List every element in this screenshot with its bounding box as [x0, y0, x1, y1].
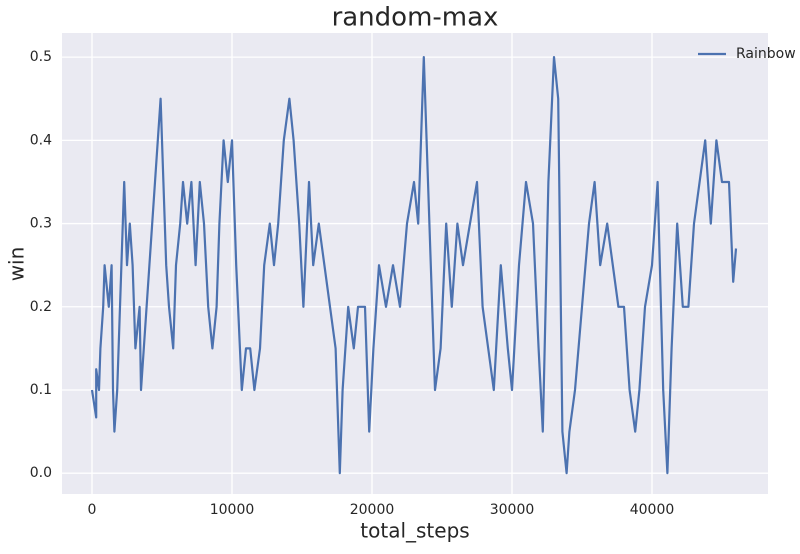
legend-label: Rainbow [736, 46, 796, 62]
y-axis-label: win [5, 247, 29, 282]
y-tick-label: 0.4 [30, 132, 52, 148]
x-axis-label: total_steps [360, 519, 469, 543]
chart-title: random-max [332, 3, 499, 33]
x-tick-label: 30000 [490, 502, 535, 518]
line-series [90, 56, 738, 475]
x-tick-label: 0 [88, 502, 97, 518]
x-tick-label: 40000 [630, 502, 675, 518]
y-tick-label: 0.1 [30, 382, 52, 398]
x-tick-label: 20000 [350, 502, 395, 518]
y-tick-label: 0.2 [30, 299, 52, 315]
x-tick-label: 10000 [210, 502, 255, 518]
y-tick-label: 0.0 [30, 465, 52, 481]
marks [90, 56, 738, 475]
y-tick-label: 0.3 [30, 216, 52, 232]
plot-area [62, 33, 768, 494]
y-tick-label: 0.5 [30, 49, 52, 65]
